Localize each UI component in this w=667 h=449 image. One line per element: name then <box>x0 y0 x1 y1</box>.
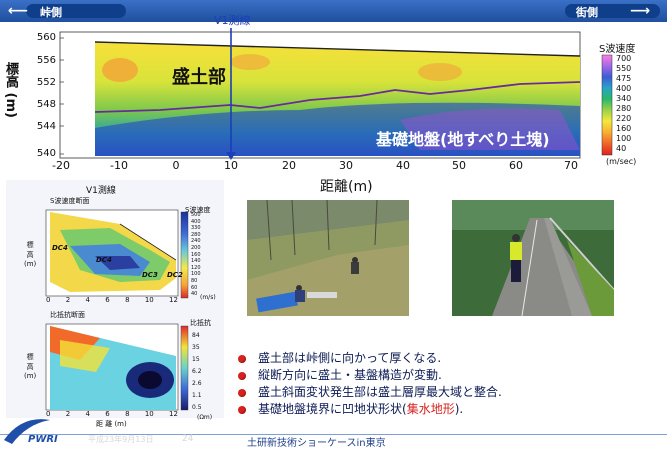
top-x-ticks: 0 2 4 6 8 10 12 <box>46 296 178 304</box>
bullet-item: 盛土斜面変状発生部は盛土層厚最大域と整合. <box>238 383 658 400</box>
small-y-label-bottom: 標 高 (m) <box>24 353 37 380</box>
x-tick: 50 <box>452 159 466 172</box>
annotation: DC3 <box>142 271 158 279</box>
legend-value: 340 <box>616 94 632 103</box>
small-line-caption: V1測線 <box>86 186 116 196</box>
x-tick: 20 <box>282 159 296 172</box>
footer-divider <box>0 434 667 435</box>
annotation: DC4 <box>96 256 112 264</box>
event-title: 土研新技術ショーケースin東京 <box>247 438 386 449</box>
x-tick: 0 <box>46 296 51 304</box>
x-tick: 10 <box>144 410 154 418</box>
pwri-logo-icon <box>4 419 50 444</box>
x-tick: 60 <box>509 159 523 172</box>
x-tick: 4 <box>85 410 90 418</box>
bullet-icon <box>238 354 246 363</box>
header-bar <box>0 0 667 22</box>
x-tick: -20 <box>52 159 70 172</box>
line-label: V1測線 <box>214 14 251 27</box>
bottom-colorbar-values: 84 35 15 6.2 2.6 1.1 0.5 <box>192 332 202 411</box>
x-tick: 0 <box>172 159 180 172</box>
bottom-x-label: 距 離 (m) <box>96 420 127 428</box>
x-tick: 4 <box>85 296 90 304</box>
bottom-colorbar-unit: (Ωm) <box>197 414 213 421</box>
legend-value: 100 <box>616 134 632 143</box>
y-axis-label: 標高 (m) <box>3 62 18 118</box>
faded-date-text: 平成23年9月13日 <box>88 435 154 444</box>
legend-unit: (m/sec) <box>606 157 637 166</box>
top-plot-title: S波速度断面 <box>50 197 90 205</box>
bottom-colorbar-title: 比抵抗 <box>190 319 211 327</box>
left-label-pill <box>26 4 126 18</box>
bullet-item: 基礎地盤境界に凹地状形状(集水地形). <box>238 400 658 417</box>
legend-value: 160 <box>616 124 632 133</box>
bullet-icon <box>238 371 246 380</box>
x-tick: 8 <box>125 296 130 304</box>
bullet-icon <box>238 388 246 397</box>
small-y-label-top: 標 高 (m) <box>24 241 37 268</box>
x-tick: 12 <box>169 410 178 418</box>
small-sections <box>45 209 189 411</box>
survey-photo-road <box>452 200 614 316</box>
right-label-pill <box>565 4 660 18</box>
legend-value: 400 <box>616 84 632 93</box>
legend-title: S波速度 <box>599 44 636 55</box>
page-number: 24 <box>182 434 194 444</box>
x-tick: -10 <box>110 159 128 172</box>
y-tick: 540 <box>36 148 56 159</box>
x-axis-label: 距離(m) <box>320 179 373 195</box>
x-tick: 0 <box>46 410 51 418</box>
right-arrow-icon: ⟶ <box>630 3 651 19</box>
top-colorbar-values: 500 400 330 280 240 200 160 140 120 100 80 60 … <box>191 212 201 298</box>
top-colorbar-title: S波速度 <box>185 206 211 214</box>
legend-value: 280 <box>616 104 632 113</box>
bottom-x-ticks: 0 2 4 6 8 10 12 <box>46 410 178 418</box>
annotation: DC4 <box>52 244 68 252</box>
x-tick: 70 <box>564 159 578 172</box>
y-tick: 552 <box>36 77 56 88</box>
y-tick: 560 <box>36 32 56 43</box>
x-tick: 8 <box>125 410 130 418</box>
legend-value: 550 <box>616 64 632 73</box>
survey-photo-slope <box>247 200 409 316</box>
lower-region-label: 基礎地盤(地すべり土塊) <box>376 130 550 149</box>
legend-value: 700 <box>616 54 632 63</box>
legend-value: 475 <box>616 74 632 83</box>
bullet-icon <box>238 405 246 414</box>
right-direction-label: 街側 <box>576 6 598 19</box>
x-tick: 6 <box>105 410 110 418</box>
logo-text: PWRI <box>28 434 58 445</box>
left-direction-label: 峠側 <box>40 6 62 19</box>
bottom-plot-title: 比抵抗断面 <box>50 311 85 319</box>
legend-value: 220 <box>616 114 632 123</box>
main-section-plot <box>59 28 613 160</box>
legend-value: 40 <box>616 144 627 153</box>
x-tick: 10 <box>224 159 238 172</box>
x-tick: 12 <box>169 296 178 304</box>
x-tick: 6 <box>105 296 110 304</box>
x-tick: 2 <box>65 410 71 418</box>
y-tick: 544 <box>36 121 56 132</box>
x-tick: 10 <box>144 296 154 304</box>
top-colorbar-unit: (m/s) <box>200 294 216 301</box>
x-tick: 2 <box>65 296 71 304</box>
bullet-item: 縦断方向に盛土・基盤構造が変動. <box>238 366 658 383</box>
x-tick: 40 <box>396 159 410 172</box>
bullet-item: 盛土部は峠側に向かって厚くなる. <box>238 349 658 366</box>
y-tick: 548 <box>36 99 56 110</box>
left-arrow-icon: ⟵ <box>8 3 29 19</box>
y-tick: 556 <box>36 55 56 66</box>
annotation: DC2 <box>167 271 183 279</box>
x-tick: 30 <box>339 159 353 172</box>
upper-region-label: 盛土部 <box>172 67 226 88</box>
